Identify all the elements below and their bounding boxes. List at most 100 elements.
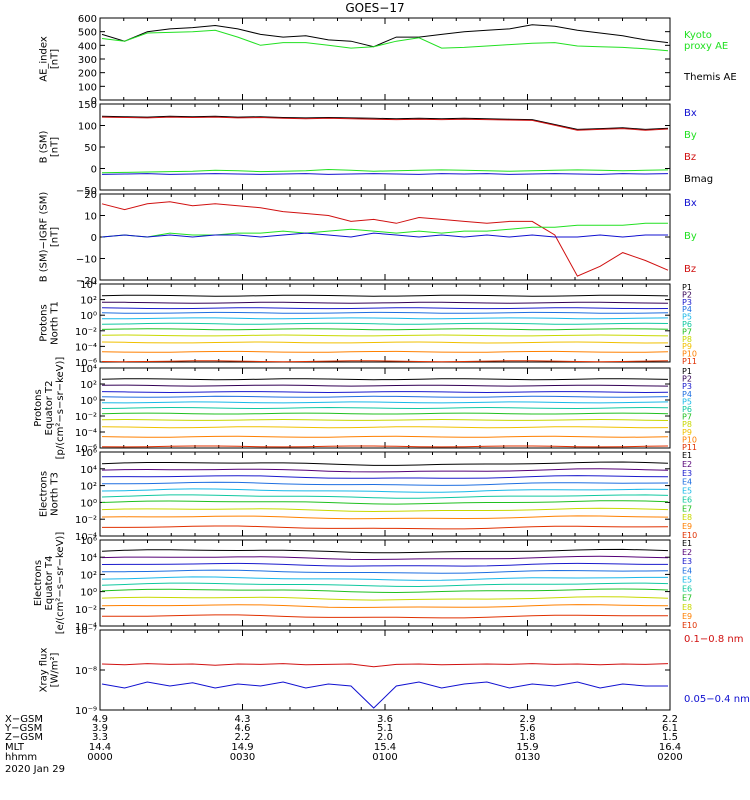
series-line-blue xyxy=(101,173,669,175)
legend-item: Bx xyxy=(684,198,697,209)
time-tick-value: 4.9 xyxy=(92,714,108,725)
y-axis-label: [W/m²] xyxy=(50,652,61,687)
y-axis-label: Equator T4 xyxy=(44,556,55,611)
legend-p7: P7 xyxy=(682,413,692,422)
legend-p3: P3 xyxy=(682,382,692,391)
legend-e5: E5 xyxy=(682,487,692,496)
panel-bigrf: 20 10 0 −10 −20 B (SM)−IGRF (SM) [nT] Bx By Bz xyxy=(39,190,697,287)
channel-line-9 xyxy=(101,341,669,344)
channel-line-2 xyxy=(101,468,669,473)
channel-line-11 xyxy=(101,360,669,363)
y-tick-label: 10² xyxy=(80,380,97,391)
series-line-green xyxy=(101,168,669,174)
time-row-label: X−GSM xyxy=(5,714,43,725)
y-axis-label: [nT] xyxy=(50,227,61,247)
y-tick-label: 10⁻⁴ xyxy=(75,532,97,543)
channel-line-6 xyxy=(101,406,669,410)
y-tick-label: 10⁰ xyxy=(80,396,97,407)
legend-p6: P6 xyxy=(682,405,692,414)
channel-line-8 xyxy=(101,418,669,421)
y-axis-label: [nT] xyxy=(50,49,61,69)
y-tick-label: 10⁰ xyxy=(80,311,97,322)
legend-item: Bmag xyxy=(684,174,713,185)
channel-line-1 xyxy=(101,548,669,554)
channel-line-3 xyxy=(101,391,669,394)
time-tick-value: 0000 xyxy=(87,752,112,763)
legend-item: Bx xyxy=(684,108,697,119)
y-tick-label: 200 xyxy=(78,69,97,80)
channel-line-9 xyxy=(101,426,669,429)
legend-p7: P7 xyxy=(682,327,692,336)
y-tick-label: −50 xyxy=(76,186,97,197)
channel-line-8 xyxy=(101,596,669,601)
channel-line-7 xyxy=(101,412,669,415)
y-axis-label: Electrons xyxy=(39,471,50,517)
channel-line-5 xyxy=(101,576,668,581)
legend-e4: E4 xyxy=(682,566,692,575)
series-line-red xyxy=(101,116,669,131)
time-tick-value: 2.2 xyxy=(235,732,251,743)
legend-p11: P11 xyxy=(682,443,697,452)
channel-line-5 xyxy=(101,317,669,320)
legend-item: 0.1−0.8 nm xyxy=(684,634,743,645)
legend-p1: P1 xyxy=(682,367,692,376)
y-tick-label: 10⁻⁶ xyxy=(75,444,97,455)
time-row-label: MLT xyxy=(5,742,25,753)
legend-item: Themis AE xyxy=(683,72,737,83)
y-tick-label: 150 xyxy=(78,100,97,111)
panel-frame xyxy=(99,629,671,711)
y-tick-label: −10 xyxy=(76,255,97,266)
legend-e9: E9 xyxy=(682,612,692,621)
channel-line-1 xyxy=(101,461,669,466)
series-line-red xyxy=(101,663,669,668)
time-tick-value: 3.3 xyxy=(92,732,108,743)
y-tick-label: 0 xyxy=(91,233,97,244)
legend-e5: E5 xyxy=(682,575,692,584)
panel-pn: 10⁴ 10² 10⁰ 10⁻² 10⁻⁴ 10⁻⁶ Protons North T1 P1P2… xyxy=(39,280,698,369)
time-tick-value: 16.4 xyxy=(659,742,681,753)
channel-line-3 xyxy=(101,562,668,567)
legend-p9: P9 xyxy=(682,428,692,437)
channel-line-4 xyxy=(102,569,669,574)
y-tick-label: 10⁴ xyxy=(80,553,97,564)
y-axis-label: B (SM) xyxy=(39,130,50,163)
y-tick-label: 100 xyxy=(78,122,97,133)
y-tick-label: 0 xyxy=(91,165,97,176)
legend-e10: E10 xyxy=(682,621,697,630)
time-tick-value: 4.6 xyxy=(235,723,251,734)
channel-line-2 xyxy=(101,555,669,561)
legend-e7: E7 xyxy=(682,504,692,513)
y-axis-label: [nT] xyxy=(50,137,61,157)
y-axis-label: North T1 xyxy=(50,301,61,345)
y-axis-label: [e/(cm²−s−sr−keV)] xyxy=(55,532,66,635)
series-line-green xyxy=(101,222,668,238)
y-tick-label: 10⁻² xyxy=(75,412,97,423)
plot-title: GOES−17 xyxy=(345,1,405,15)
channel-line-4 xyxy=(101,395,669,398)
legend-e3: E3 xyxy=(682,469,692,478)
plot-date: 2020 Jan 29 xyxy=(5,764,65,775)
legend-item: By xyxy=(684,130,697,141)
y-tick-label: 10⁻⁴ xyxy=(75,342,97,353)
y-axis-label: B (SM)−IGRF (SM) xyxy=(39,192,50,283)
time-tick-value: 14.4 xyxy=(89,742,111,753)
legend-e9: E9 xyxy=(682,522,692,531)
channel-line-11 xyxy=(101,445,669,448)
time-tick-value: 3.9 xyxy=(92,723,108,734)
time-row-label: Y−GSM xyxy=(4,723,42,734)
legend-p2: P2 xyxy=(682,375,692,384)
channel-line-7 xyxy=(101,500,669,505)
y-tick-label: 400 xyxy=(78,41,97,52)
y-tick-label: 10⁴ xyxy=(80,280,97,291)
y-tick-label: 10⁴ xyxy=(80,364,97,375)
legend-p1: P1 xyxy=(682,283,692,292)
legend-p4: P4 xyxy=(682,390,692,399)
time-tick-value: 5.6 xyxy=(520,723,536,734)
y-tick-label: 20 xyxy=(84,190,97,201)
channel-line-3 xyxy=(101,307,669,310)
legend-item: 0.05−0.4 nm xyxy=(684,694,750,705)
y-axis-label: Electrons xyxy=(33,560,44,606)
channel-line-9 xyxy=(101,515,669,520)
